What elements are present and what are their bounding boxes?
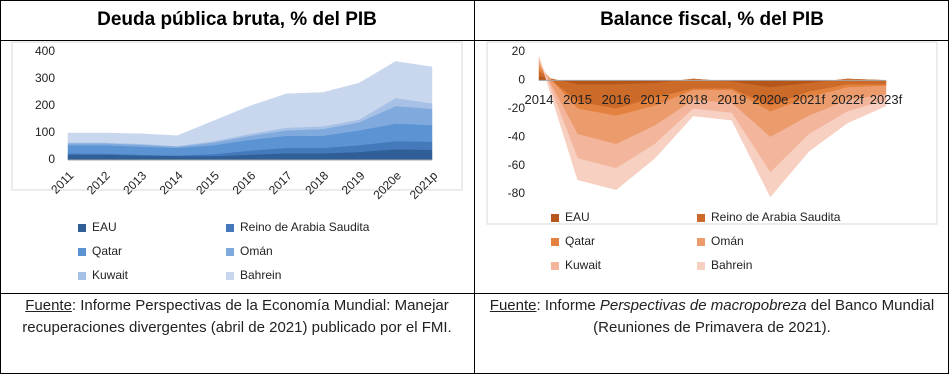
legend-label: Bahrein bbox=[711, 258, 752, 272]
x-tick-label: 2018 bbox=[679, 92, 708, 107]
source-text: del Banco Mundial (Reuniones de Primaver… bbox=[593, 297, 935, 336]
x-tick-label: 2018 bbox=[302, 168, 331, 197]
x-tick-label: 2022f bbox=[831, 92, 864, 107]
legend-swatch bbox=[78, 248, 86, 256]
chart: 0 100 200 300 400 EAU Reino de Arabia Saudita Q… bbox=[11, 41, 463, 282]
x-tick-label: 2016 bbox=[230, 168, 259, 197]
y-tick-label: 300 bbox=[35, 71, 55, 85]
x-tick-label: 2019 bbox=[717, 92, 746, 107]
source-label: Fuente bbox=[25, 297, 72, 314]
x-tick-label: 2016 bbox=[602, 92, 631, 107]
source-label: Fuente bbox=[489, 297, 537, 314]
x-tick-label: 2021p bbox=[407, 168, 441, 202]
y-tick-label: -40 bbox=[508, 129, 526, 143]
x-tick-label: 2019 bbox=[339, 168, 368, 197]
legend-swatch bbox=[226, 272, 234, 280]
legend-label: Reino de Arabia Saudita bbox=[240, 220, 370, 234]
x-tick-label: 2012 bbox=[84, 168, 113, 197]
x-tick-label: 2021f bbox=[793, 92, 826, 107]
legend-label: Bahrein bbox=[240, 268, 281, 282]
legend-swatch bbox=[551, 214, 559, 222]
x-tick-label: 2023f bbox=[870, 92, 903, 107]
legend-swatch bbox=[551, 262, 559, 270]
x-tick-label: 2014 bbox=[525, 92, 554, 107]
chart: 20 0 -20 -40 -60 -80 EAU Reino de Arabia Saudit… bbox=[486, 41, 938, 272]
legend-label: Reino de Arabia Saudita bbox=[711, 210, 841, 224]
y-tick-label: 20 bbox=[512, 44, 526, 58]
legend-label: Omán bbox=[711, 234, 744, 248]
legend-label: Kuwait bbox=[92, 268, 129, 282]
border bbox=[474, 0, 475, 374]
y-tick-label: 0 bbox=[48, 152, 55, 166]
legend-swatch bbox=[697, 262, 705, 270]
legend-swatch bbox=[226, 224, 234, 232]
x-tick-label: 2017 bbox=[266, 168, 295, 197]
plot-frame bbox=[11, 41, 463, 191]
legend-swatch bbox=[697, 238, 705, 246]
y-tick-label: 400 bbox=[35, 44, 55, 58]
y-tick-label: 200 bbox=[35, 98, 55, 112]
x-tick-label: 2015 bbox=[193, 168, 222, 197]
legend-swatch bbox=[226, 248, 234, 256]
source-note: Fuente: Informe Perspectivas de macropob… bbox=[475, 295, 949, 339]
x-tick-label: 2020e bbox=[752, 92, 788, 107]
plot-frame bbox=[486, 41, 938, 225]
y-tick-label: 0 bbox=[518, 73, 525, 87]
legend-swatch bbox=[78, 272, 86, 280]
y-tick-label: 100 bbox=[35, 125, 55, 139]
border bbox=[0, 0, 1, 374]
x-tick-label: 2015 bbox=[563, 92, 592, 107]
legend-label: Qatar bbox=[565, 234, 595, 248]
y-tick-label: -60 bbox=[508, 158, 526, 172]
x-tick-label: 2013 bbox=[120, 168, 149, 197]
area bbox=[67, 61, 433, 147]
source-text: : Informe Perspectivas de la Economía Mu… bbox=[22, 297, 452, 336]
y-tick-label: -80 bbox=[508, 186, 526, 200]
x-tick-label: 2011 bbox=[48, 168, 76, 196]
legend-label: Qatar bbox=[92, 244, 122, 258]
area bbox=[538, 56, 887, 198]
y-tick-label: -20 bbox=[508, 101, 526, 115]
legend-swatch bbox=[551, 238, 559, 246]
legend-swatch bbox=[697, 214, 705, 222]
legend-swatch bbox=[78, 224, 86, 232]
source-note: Fuente: Informe Perspectivas de la Econo… bbox=[0, 295, 474, 339]
legend-label: Kuwait bbox=[565, 258, 602, 272]
x-tick-label: 2014 bbox=[157, 168, 186, 197]
chart-title: Deuda pública bruta, % del PIB bbox=[97, 9, 377, 30]
x-tick-label: 2020e bbox=[370, 168, 404, 202]
legend-label: Omán bbox=[240, 244, 273, 258]
chart-title: Balance fiscal, % del PIB bbox=[600, 9, 824, 30]
legend-label: EAU bbox=[565, 210, 590, 224]
source-title: Perspectivas de macropobreza bbox=[599, 297, 807, 314]
x-tick-label: 2017 bbox=[640, 92, 669, 107]
source-text: : Informe bbox=[536, 297, 600, 314]
legend-label: EAU bbox=[92, 220, 117, 234]
